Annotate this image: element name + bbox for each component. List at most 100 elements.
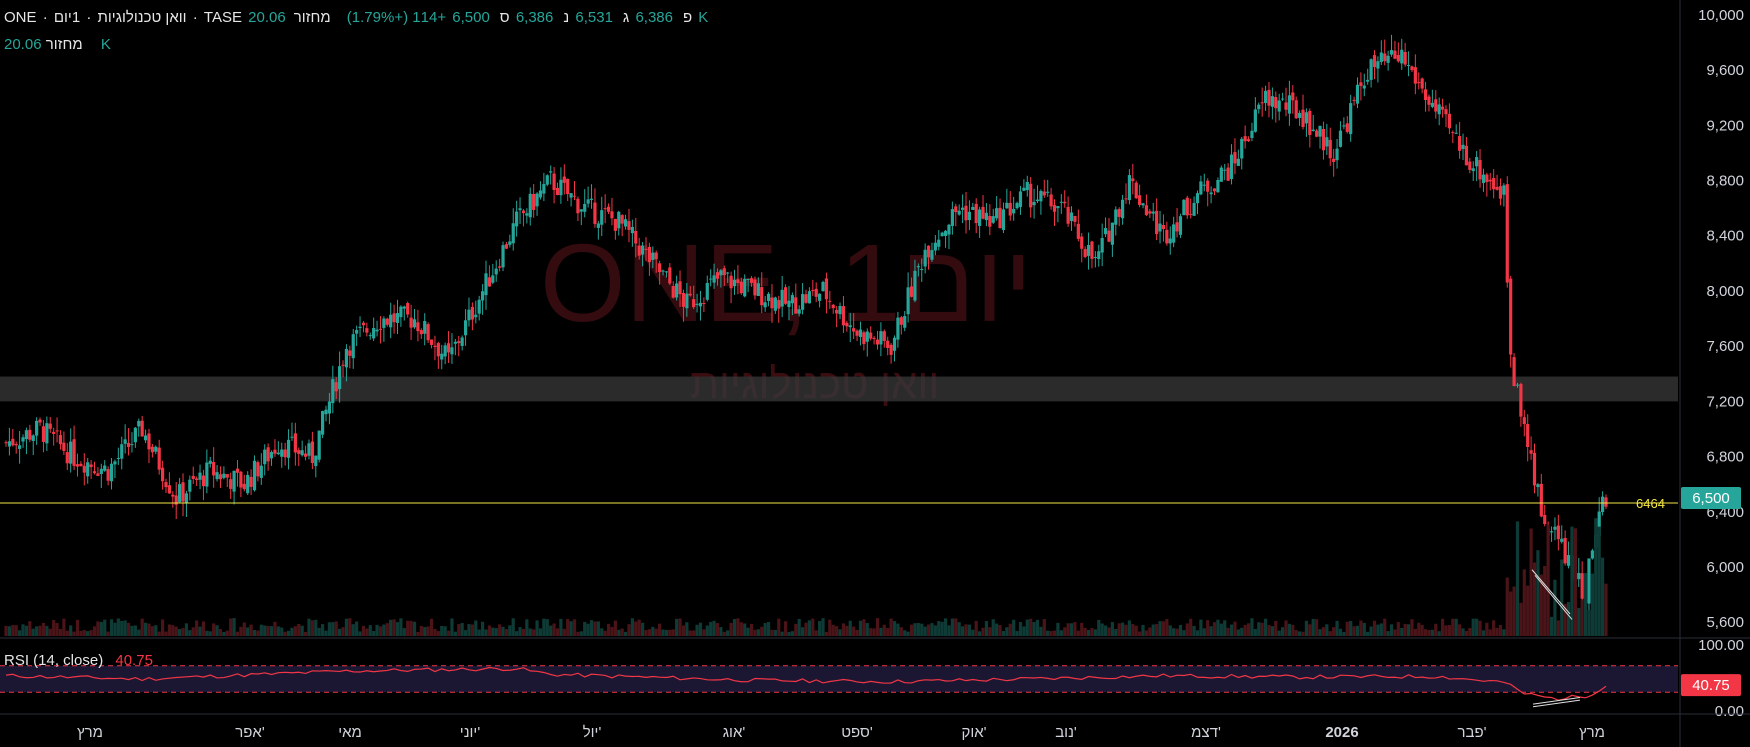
volume-bar — [1246, 623, 1251, 636]
volume-bar — [82, 629, 86, 636]
candle-body — [787, 300, 791, 308]
candle-body — [1427, 96, 1431, 105]
candle-body — [222, 473, 226, 478]
candle-body — [1148, 211, 1152, 214]
candle-body — [412, 319, 417, 328]
volume-bar — [1372, 620, 1377, 636]
candle-body — [198, 472, 202, 480]
candle-body — [831, 304, 835, 309]
candle-body — [498, 266, 502, 268]
volume-bar — [1383, 618, 1387, 636]
candle-body — [14, 443, 18, 446]
interval-label: 1יום — [53, 9, 81, 26]
volume-bar — [378, 626, 383, 636]
volume-bar — [1097, 619, 1101, 636]
candle-body — [1440, 106, 1445, 110]
volume-bar — [1192, 625, 1196, 636]
volume-bar — [593, 621, 597, 636]
volume-bar — [538, 628, 543, 636]
volume-bar — [1267, 625, 1271, 636]
volume-bar — [1328, 631, 1332, 636]
volume-bar — [542, 618, 546, 636]
volume-bar — [358, 631, 362, 636]
volume-bar — [140, 618, 144, 636]
candle-body — [889, 344, 893, 355]
candle-body — [1543, 514, 1547, 525]
volume-bar — [31, 628, 35, 636]
candle-body — [1066, 206, 1070, 224]
volume-bar — [1083, 627, 1087, 636]
candle-body — [678, 281, 682, 295]
candle-body — [664, 271, 669, 273]
candle-body — [1253, 109, 1257, 132]
candle-body — [647, 246, 652, 263]
volume-bar — [266, 625, 270, 636]
volume-bar — [647, 629, 652, 636]
volume-bar — [1298, 631, 1302, 636]
volume-bar — [1052, 630, 1057, 636]
candle-body — [1216, 180, 1220, 193]
candles-group — [4, 34, 1608, 616]
volume-bar — [38, 625, 42, 636]
volume-bar — [96, 621, 100, 636]
volume-bar — [1066, 623, 1070, 636]
candle-body — [1120, 199, 1125, 219]
candle-body — [511, 223, 515, 244]
volume-bar — [1311, 618, 1315, 636]
volume-bar — [11, 625, 15, 636]
candle-body — [538, 190, 543, 198]
volume-bar — [307, 618, 311, 636]
candle-body — [45, 423, 49, 444]
candle-body — [1362, 85, 1366, 89]
candle-body — [712, 275, 716, 283]
candle-body — [1505, 184, 1509, 283]
candle-body — [150, 446, 154, 453]
volume-bar — [903, 630, 907, 636]
volume-bar — [715, 623, 720, 636]
candle-body — [1444, 109, 1448, 115]
volume-bar — [65, 630, 69, 636]
volume-bar — [1475, 618, 1479, 636]
volume-bar — [1206, 620, 1210, 636]
candle-body — [1008, 202, 1012, 216]
volume-bar — [62, 618, 66, 636]
volume-bar — [160, 619, 165, 636]
candle-body — [1151, 211, 1155, 214]
volume-bar — [518, 627, 522, 636]
volume-bar — [501, 626, 505, 636]
time-axis-label: יוני' — [460, 724, 481, 741]
rsi-axis-tick: 0.00 — [1715, 703, 1744, 720]
candle-body — [702, 303, 706, 305]
candle-body — [1093, 256, 1097, 258]
volume-bar — [1464, 630, 1469, 636]
volume-bar — [1539, 574, 1543, 636]
candle-body — [1250, 130, 1254, 138]
candle-body — [344, 348, 349, 368]
candle-body — [269, 452, 274, 459]
price-axis-tick: 6,800 — [1706, 449, 1744, 466]
volume-bar — [811, 618, 815, 636]
candle-body — [937, 239, 941, 247]
candle-body — [797, 309, 801, 314]
candle-body — [1114, 209, 1118, 225]
volume-bar — [460, 623, 464, 636]
volume-bar — [1199, 619, 1203, 636]
volume-bar — [1417, 622, 1421, 636]
volume-bar — [889, 618, 893, 636]
candle-body — [154, 446, 158, 452]
candle-body — [1338, 130, 1343, 147]
candle-body — [521, 210, 526, 214]
volume-bar — [89, 630, 93, 636]
candle-body — [235, 468, 240, 473]
volume-bar — [1189, 618, 1193, 636]
candle-body — [263, 449, 267, 465]
candle-body — [35, 420, 39, 436]
volume-bar — [1195, 630, 1200, 636]
candle-body — [542, 184, 546, 194]
volume-bar — [300, 625, 304, 636]
candle-body — [1131, 178, 1135, 182]
volume-bar — [188, 630, 192, 636]
candle-body — [1485, 174, 1489, 183]
candle-body — [661, 270, 665, 272]
